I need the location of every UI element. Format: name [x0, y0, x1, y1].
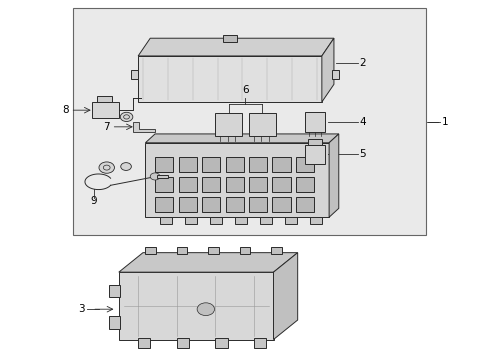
- Bar: [73, 8, 425, 235]
- Text: 7: 7: [103, 122, 110, 132]
- Polygon shape: [138, 38, 333, 56]
- Bar: [270, 247, 281, 255]
- Bar: [109, 316, 120, 329]
- Bar: [184, 216, 197, 224]
- Bar: [138, 338, 150, 348]
- Text: 2: 2: [359, 58, 366, 68]
- Polygon shape: [145, 134, 338, 143]
- Circle shape: [120, 112, 133, 122]
- Bar: [225, 157, 244, 172]
- Bar: [131, 70, 138, 79]
- Bar: [309, 216, 321, 224]
- Bar: [155, 177, 173, 192]
- Circle shape: [121, 163, 131, 170]
- Bar: [307, 139, 322, 145]
- Text: 8: 8: [62, 105, 69, 115]
- Bar: [155, 157, 173, 172]
- Polygon shape: [273, 253, 297, 339]
- Bar: [92, 102, 119, 118]
- Circle shape: [197, 303, 214, 316]
- Bar: [223, 35, 237, 42]
- Bar: [177, 338, 188, 348]
- Text: 9: 9: [90, 196, 97, 206]
- Circle shape: [99, 162, 114, 173]
- Bar: [248, 177, 267, 192]
- Bar: [138, 56, 321, 102]
- Bar: [97, 96, 111, 102]
- Circle shape: [150, 173, 160, 180]
- Bar: [209, 216, 222, 224]
- Bar: [202, 197, 220, 212]
- Bar: [254, 338, 265, 348]
- Bar: [109, 284, 120, 297]
- Bar: [239, 247, 250, 255]
- Bar: [272, 157, 290, 172]
- Bar: [155, 197, 173, 212]
- Bar: [249, 113, 275, 136]
- Bar: [178, 157, 197, 172]
- Bar: [305, 112, 325, 132]
- Bar: [215, 113, 242, 136]
- Text: 1: 1: [441, 117, 447, 126]
- Bar: [178, 177, 197, 192]
- Bar: [145, 143, 328, 217]
- Bar: [202, 157, 220, 172]
- Text: 6: 6: [242, 85, 248, 95]
- Polygon shape: [328, 134, 338, 217]
- Text: 4: 4: [359, 117, 366, 127]
- Bar: [284, 216, 296, 224]
- Bar: [295, 157, 314, 172]
- Bar: [177, 247, 187, 255]
- Bar: [331, 70, 338, 79]
- Polygon shape: [119, 253, 297, 272]
- Bar: [272, 177, 290, 192]
- Bar: [202, 177, 220, 192]
- Bar: [248, 197, 267, 212]
- Bar: [259, 216, 271, 224]
- Polygon shape: [321, 38, 333, 102]
- Bar: [145, 247, 156, 255]
- Bar: [295, 197, 314, 212]
- Bar: [215, 338, 227, 348]
- Bar: [160, 216, 172, 224]
- Bar: [248, 157, 267, 172]
- Bar: [157, 175, 168, 178]
- Text: 5: 5: [359, 149, 366, 159]
- Bar: [272, 197, 290, 212]
- Bar: [234, 216, 246, 224]
- Bar: [305, 145, 325, 164]
- Text: 3: 3: [78, 304, 85, 314]
- Bar: [178, 197, 197, 212]
- Bar: [225, 177, 244, 192]
- Bar: [119, 272, 273, 339]
- Bar: [225, 197, 244, 212]
- Polygon shape: [133, 122, 155, 132]
- Bar: [208, 247, 219, 255]
- Bar: [295, 177, 314, 192]
